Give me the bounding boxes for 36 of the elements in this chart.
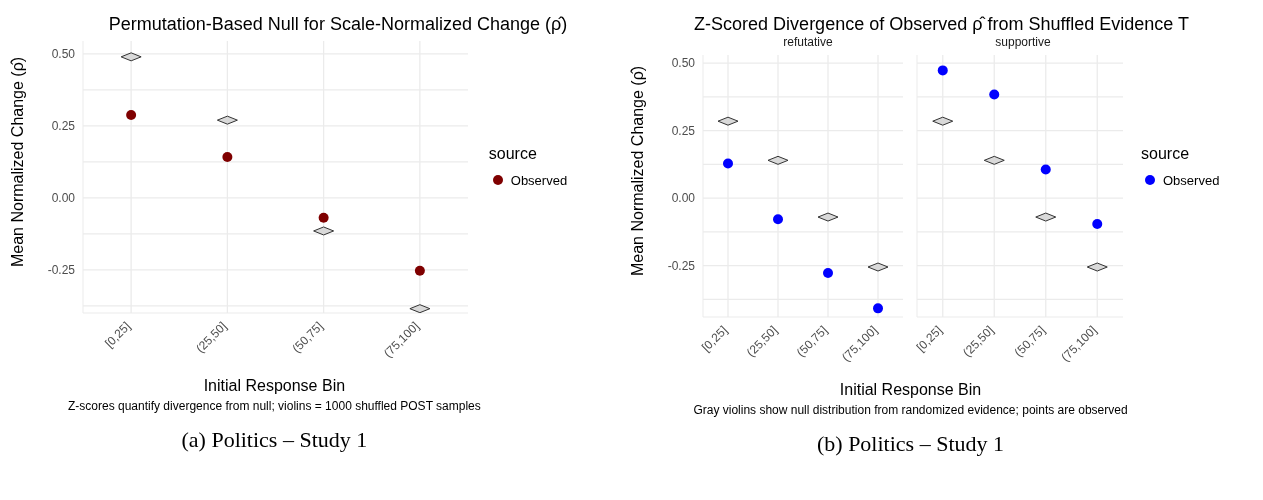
y-tick-label: 0.00	[671, 191, 696, 206]
y-axis-title: Mean Normalized Change (ρ̂)	[8, 56, 26, 267]
y-tick-label: 0.25	[51, 119, 76, 134]
y-tick-label: -0.25	[47, 263, 76, 278]
text: Z-Scored Divergence of Observed ρ̂ from Shuffled Evidence T	[693, 14, 1190, 35]
chart-title: Permutation-Based Null for Scale-Normalized Change (ρ̂)	[107, 14, 569, 35]
text: Gray violins show null distribution from randomized evidence; points are observed	[692, 403, 1129, 417]
point	[414, 265, 425, 276]
point	[989, 89, 1000, 100]
y-axis-title: Mean Normalized Change (ρ̂)	[628, 65, 646, 276]
point	[773, 214, 783, 225]
chart-subtitle: refutative	[782, 35, 834, 49]
point	[823, 267, 833, 278]
point	[873, 303, 883, 314]
legend-title: source	[488, 145, 538, 163]
point	[723, 158, 733, 169]
y-tick-label: 0.00	[51, 191, 76, 206]
y-tick-label: 0.25	[671, 123, 696, 138]
y-tick-label: -0.25	[667, 258, 696, 273]
legend-label: Observed	[510, 172, 568, 188]
x-axis-title: Initial Response Bin	[838, 381, 983, 399]
point	[937, 65, 948, 76]
point	[126, 109, 137, 120]
y-tick-label: 0.50	[671, 56, 696, 71]
point	[318, 212, 329, 223]
text: Z-scores quantify divergence from null; violins = 1000 shuffled POST samples	[68, 399, 481, 413]
x-axis-title: Initial Response Bin	[202, 377, 347, 395]
legend-title: source	[1141, 145, 1191, 163]
y-tick-label: 0.50	[51, 47, 76, 62]
chart-subtitle: supportive	[994, 35, 1052, 49]
point	[1092, 219, 1103, 230]
point	[222, 152, 233, 162]
legend-label: Observed	[1163, 172, 1220, 188]
point	[1040, 164, 1051, 175]
text: (b) Politics – Study 1	[816, 431, 1005, 457]
text: (a) Politics – Study 1	[180, 427, 369, 453]
